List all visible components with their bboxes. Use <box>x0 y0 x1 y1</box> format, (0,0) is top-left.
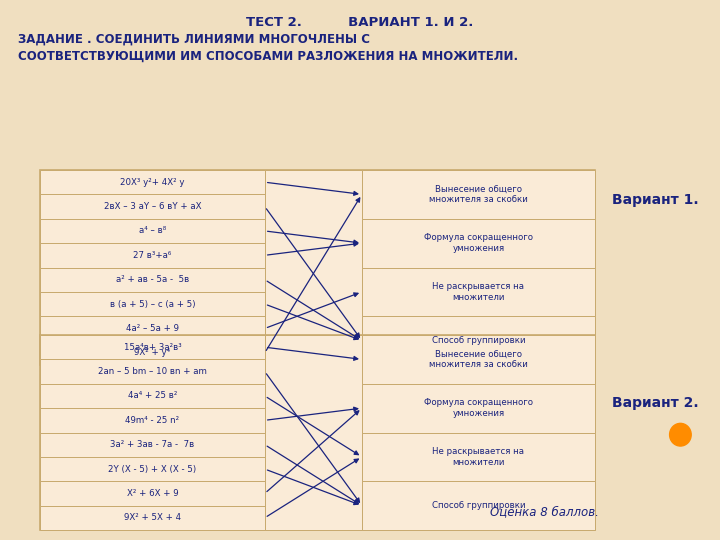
Text: Не раскрывается на
множители: Не раскрывается на множители <box>433 447 524 467</box>
Bar <box>40 341 265 365</box>
Bar <box>40 267 265 292</box>
Ellipse shape <box>670 423 691 446</box>
Bar <box>40 316 265 341</box>
Bar <box>40 243 265 267</box>
Bar <box>40 505 265 530</box>
Text: Формула сокращенного
умножения: Формула сокращенного умножения <box>424 233 533 253</box>
Text: Способ группировки: Способ группировки <box>431 501 526 510</box>
Text: 2вX – 3 аY – 6 вY + аX: 2вX – 3 аY – 6 вY + аX <box>104 202 201 211</box>
Text: ЗАДАНИЕ . СОЕДИНИТЬ ЛИНИЯМИ МНОГОЧЛЕНЫ С: ЗАДАНИЕ . СОЕДИНИТЬ ЛИНИЯМИ МНОГОЧЛЕНЫ С <box>18 33 370 46</box>
Bar <box>40 170 265 194</box>
Text: X² + 6X + 9: X² + 6X + 9 <box>127 489 179 498</box>
Text: Вариант 2.: Вариант 2. <box>612 396 698 410</box>
Bar <box>265 170 362 365</box>
Bar <box>40 481 265 505</box>
Text: а⁴ – в⁸: а⁴ – в⁸ <box>139 226 166 235</box>
Text: 9X² + y⁴: 9X² + y⁴ <box>135 348 171 357</box>
Text: Формула сокращенного
умножения: Формула сокращенного умножения <box>424 399 533 418</box>
Text: а² + ав - 5а -  5в: а² + ав - 5а - 5в <box>116 275 189 284</box>
Text: Вынесение общего
множителя за скобки: Вынесение общего множителя за скобки <box>429 350 528 369</box>
Text: 4а⁴ + 25 в²: 4а⁴ + 25 в² <box>127 392 177 401</box>
Text: 3а² + 3ав - 7а -  7в: 3а² + 3ав - 7а - 7в <box>110 440 194 449</box>
Bar <box>362 481 595 530</box>
Bar <box>362 316 595 365</box>
Text: 27 в³+а⁶: 27 в³+а⁶ <box>133 251 171 260</box>
Bar <box>362 219 595 267</box>
Text: Не раскрывается на
множители: Не раскрывается на множители <box>433 282 524 301</box>
Bar <box>40 384 265 408</box>
Text: 49m⁴ - 25 n²: 49m⁴ - 25 n² <box>125 416 179 425</box>
Bar <box>265 335 362 530</box>
Bar <box>40 360 265 384</box>
Bar <box>362 335 595 384</box>
Text: 4а² – 5а + 9: 4а² – 5а + 9 <box>126 324 179 333</box>
Text: ТЕСТ 2.          ВАРИАНТ 1. И 2.: ТЕСТ 2. ВАРИАНТ 1. И 2. <box>246 16 474 29</box>
Text: Способ группировки: Способ группировки <box>431 336 526 345</box>
Bar <box>362 433 595 481</box>
Bar <box>40 408 265 433</box>
Bar <box>40 219 265 243</box>
Bar <box>362 170 595 219</box>
Bar <box>40 170 595 365</box>
Text: 15а⁴в+ 3а²в³: 15а⁴в+ 3а²в³ <box>124 343 181 352</box>
Bar <box>362 384 595 433</box>
Bar <box>40 457 265 481</box>
Bar <box>40 194 265 219</box>
Bar <box>362 267 595 316</box>
Bar <box>40 433 265 457</box>
Text: СООТВЕТСТВУЮЩИМИ ИМ СПОСОБАМИ РАЗЛОЖЕНИЯ НА МНОЖИТЕЛИ.: СООТВЕТСТВУЮЩИМИ ИМ СПОСОБАМИ РАЗЛОЖЕНИЯ… <box>18 50 518 63</box>
Text: 9X² + 5X + 4: 9X² + 5X + 4 <box>124 514 181 522</box>
Text: в (а + 5) – c (а + 5): в (а + 5) – c (а + 5) <box>109 300 195 308</box>
Text: 20X³ y²+ 4X² y: 20X³ y²+ 4X² y <box>120 178 184 187</box>
Bar <box>40 335 595 530</box>
Text: Вариант 1.: Вариант 1. <box>612 193 698 207</box>
Bar <box>40 335 265 360</box>
Text: Оценка 8 баллов.: Оценка 8 баллов. <box>490 505 599 518</box>
Text: 2Y (X - 5) + X (X - 5): 2Y (X - 5) + X (X - 5) <box>108 464 197 474</box>
Text: 2an – 5 bm – 10 вn + am: 2an – 5 bm – 10 вn + am <box>98 367 207 376</box>
Text: Вынесение общего
множителя за скобки: Вынесение общего множителя за скобки <box>429 185 528 204</box>
Bar <box>40 292 265 316</box>
